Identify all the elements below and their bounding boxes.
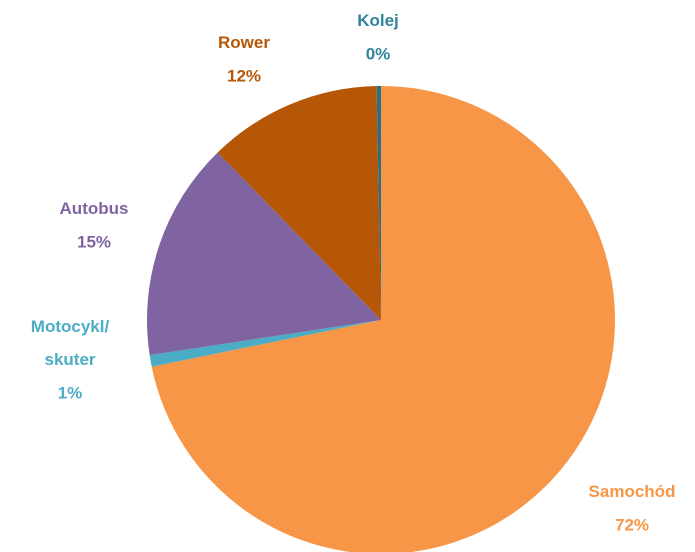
pie-slice (149, 320, 381, 367)
category-label: Motocykl/skuter (31, 317, 110, 369)
pie-slice (147, 152, 381, 356)
value-label: 72% (615, 515, 649, 534)
pie-slice (151, 86, 615, 552)
pie-slice (376, 86, 381, 320)
value-label: 0% (366, 44, 391, 63)
category-label: Samochód (589, 482, 676, 501)
category-label: Kolej (357, 11, 399, 30)
value-label: 12% (227, 66, 261, 85)
category-label: Rower (218, 33, 270, 52)
category-label: Autobus (60, 199, 129, 218)
pie-slice (217, 86, 381, 321)
value-label: 15% (77, 232, 111, 251)
value-label: 1% (58, 383, 83, 402)
